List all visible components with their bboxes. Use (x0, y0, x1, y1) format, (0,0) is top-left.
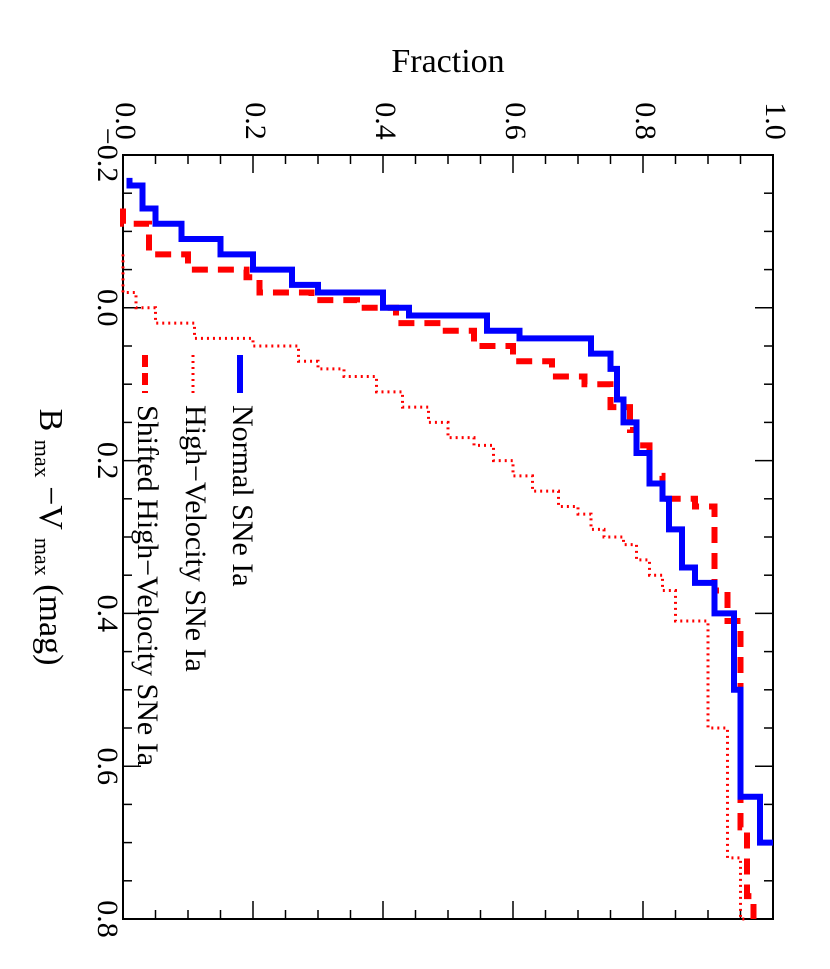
color-tick-label: 0.4 (91, 595, 124, 633)
fraction-tick-label: 0.8 (629, 102, 662, 140)
fraction-tick-label: 0.2 (239, 102, 272, 140)
x-axis-title: B max −V max (mag) (24, 409, 69, 666)
tick-labels: 0.0 0.2 0.4 0.6 0.8 1.0−0.20.00.20.40.60.8 (91, 102, 792, 938)
legend-label-0: Normal SNe Ia (226, 405, 259, 587)
color-tick-label: 0.8 (91, 900, 124, 938)
legend-label-2: Shifted High−Velocity SNe Ia (131, 405, 164, 766)
color-tick-label: −0.2 (91, 128, 124, 182)
legend-label-1: High−Velocity SNe Ia (179, 405, 212, 672)
x-axis-title-main: B (32, 409, 69, 432)
tick-marks (122, 154, 774, 920)
color-tick-label: 0.2 (91, 442, 124, 480)
series-line-2 (120, 208, 757, 919)
series-line-0 (126, 177, 773, 846)
color-tick-label: 0.6 (91, 747, 124, 785)
x-axis-title-sub2: max (30, 538, 55, 576)
fraction-tick-label: 0.4 (369, 102, 402, 140)
fraction-tick-label: 0.6 (499, 102, 532, 140)
color-tick-label: 0.0 (91, 289, 124, 327)
series-layer (120, 177, 773, 921)
legend: Normal SNe Ia High−Velocity SNe Ia Shifted… (131, 355, 259, 766)
x-axis-title-rest: (mag) (32, 584, 69, 665)
fraction-tick-label: 0.0 (109, 102, 142, 140)
x-axis-title-sub1: max (30, 440, 55, 478)
fraction-tick-label: 1.0 (759, 102, 792, 140)
y-axis-title: Fraction (391, 43, 504, 80)
x-axis-title-dash: −V (32, 486, 69, 530)
series-line-1 (121, 254, 747, 921)
svg-text:B max −V max: B max −V max (mag) (24, 409, 69, 666)
